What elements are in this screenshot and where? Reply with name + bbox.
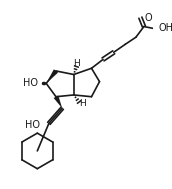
Text: HO: HO: [25, 120, 40, 130]
Text: H: H: [79, 99, 86, 108]
Text: OH: OH: [158, 23, 172, 33]
Text: O: O: [145, 13, 152, 23]
Text: HO: HO: [23, 78, 38, 88]
Text: H: H: [73, 59, 80, 68]
Polygon shape: [54, 95, 62, 108]
Polygon shape: [46, 69, 58, 83]
